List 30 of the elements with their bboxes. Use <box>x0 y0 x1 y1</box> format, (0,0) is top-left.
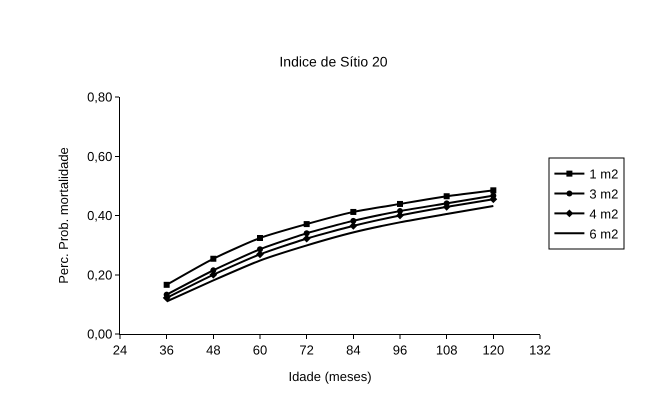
legend-label: 4 m2 <box>589 206 618 222</box>
x-tick-label: 48 <box>206 342 221 358</box>
point <box>257 235 263 242</box>
x-tick-label: 24 <box>112 342 128 358</box>
y-tick-label: 0,80 <box>87 90 112 105</box>
point <box>397 200 403 207</box>
point <box>164 282 170 288</box>
point <box>490 187 496 194</box>
point <box>210 256 216 262</box>
point <box>444 193 450 200</box>
x-tick-label: 84 <box>346 342 361 358</box>
legend-label: 1 m2 <box>589 166 618 182</box>
x-tick-label: 36 <box>159 342 174 358</box>
x-tick-label: 96 <box>392 342 408 358</box>
x-tick-label: 72 <box>299 342 314 358</box>
x-tick-label: 108 <box>436 342 458 358</box>
chart-title: Indice de Sítio 20 <box>279 54 388 70</box>
point <box>350 208 356 215</box>
x-tick-label: 120 <box>482 342 504 358</box>
x-tick-label: 132 <box>529 342 551 358</box>
y-tick-label: 0,00 <box>87 326 112 342</box>
y-axis-title: Perc. Prob. mortalidade <box>56 147 72 284</box>
y-tick-label: 0,40 <box>87 208 112 224</box>
y-tick-label: 0,20 <box>87 267 112 282</box>
x-axis-title: Idade (meses) <box>288 369 372 384</box>
legend-label: 6 m2 <box>589 226 618 242</box>
point <box>304 221 310 228</box>
y-tick-label: 0,60 <box>87 148 112 164</box>
legend-label: 3 m2 <box>589 186 618 202</box>
x-tick-label: 60 <box>252 342 268 358</box>
